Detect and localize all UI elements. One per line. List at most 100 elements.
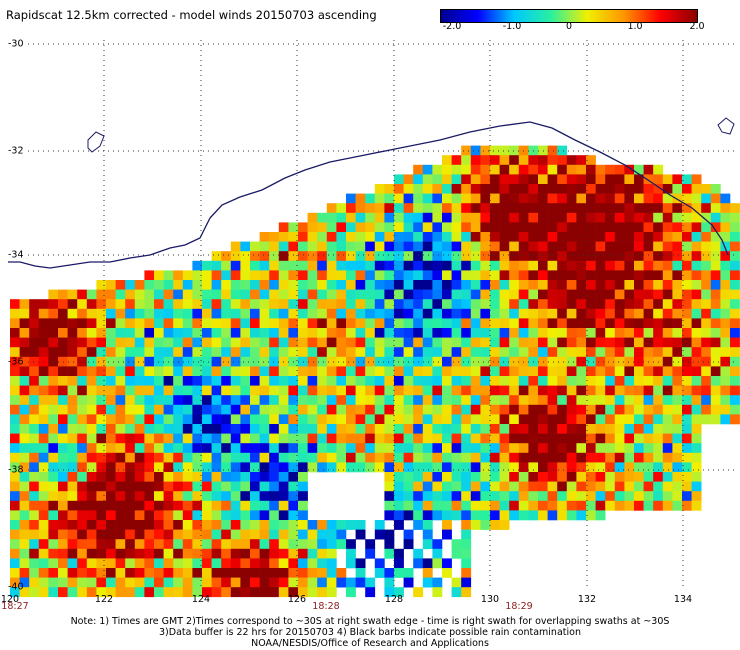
wind-cell [662,280,673,290]
wind-cell [461,510,472,521]
wind-cell [576,424,587,434]
wind-cell [720,328,731,338]
wind-cell [307,347,318,358]
wind-cell [326,443,337,454]
wind-cell [557,251,568,262]
wind-cell [259,414,270,425]
wind-cell [144,510,155,521]
wind-cell [278,424,289,434]
wind-cell [29,356,40,367]
wind-cell [125,587,136,598]
wind-cell [307,520,318,530]
wind-cell [96,337,107,348]
wind-cell [413,289,424,300]
wind-cell [557,404,568,415]
wind-cell [653,424,664,434]
wind-cell [605,337,616,348]
wind-cell [96,385,107,396]
wind-cell [566,395,577,406]
wind-cell [326,260,337,271]
wind-cell [499,241,510,252]
wind-cell [163,328,174,338]
wind-cell [77,491,88,502]
wind-cell [384,481,395,492]
wind-cell [470,203,481,214]
wind-cell [336,280,347,290]
wind-cell [691,280,702,290]
wind-cell [624,376,635,386]
wind-cell [384,251,395,262]
wind-cell [586,337,596,348]
wind-cell [10,568,20,578]
wind-cell [173,443,184,454]
wind-cell [624,395,635,406]
wind-cell [653,164,664,175]
wind-cell [461,174,472,185]
wind-cell [413,587,424,598]
wind-cell [317,587,328,598]
wind-cell [48,443,59,454]
wind-cell [691,500,702,511]
wind-cell [384,433,395,444]
wind-cell [326,347,337,358]
wind-cell [442,193,452,204]
wind-cell [317,395,328,406]
wind-cell [576,289,587,300]
wind-cell [29,520,40,530]
wind-cell [202,424,212,434]
wind-cell [528,376,539,386]
wind-cell [384,193,395,204]
wind-cell [691,328,702,338]
wind-cell [595,203,606,214]
wind-cell [134,520,145,530]
wind-cell [653,299,664,310]
wind-cell [298,520,308,530]
wind-cell [96,289,107,300]
wind-cell [528,155,539,166]
wind-cell [413,174,424,185]
wind-cell [317,539,328,550]
wind-cell [710,395,721,406]
wind-cell [547,337,558,348]
wind-cell [451,404,462,415]
wind-cell [547,366,558,377]
wind-cell [461,289,472,300]
wind-cell [298,395,308,406]
wind-cell [662,241,673,252]
wind-cell [211,260,222,271]
wind-cell [182,510,193,521]
wind-cell [710,212,721,223]
wind-cell [413,193,424,204]
wind-cell [326,568,337,578]
wind-cell [250,289,260,300]
wind-cell [154,328,164,338]
wind-cell [19,299,30,310]
wind-cell [691,376,702,386]
wind-cell [173,347,184,358]
wind-cell [662,491,673,502]
wind-cell [115,424,126,434]
wind-cell [96,481,107,492]
wind-cell [182,587,193,598]
wind-cell [394,241,404,252]
wind-cell [624,270,635,281]
wind-cell [730,404,740,415]
wind-cell [259,251,270,262]
wind-cell [586,443,596,454]
wind-cell [346,308,356,319]
wind-cell [528,452,539,463]
wind-cell [605,318,616,329]
wind-cell [557,472,568,482]
wind-cell [653,414,664,425]
wind-cell [586,193,596,204]
wind-cell [442,443,452,454]
wind-cell [566,472,577,482]
wind-cell [125,414,136,425]
wind-cell [480,241,491,252]
wind-cell [730,308,740,319]
wind-cell [614,443,625,454]
wind-cell [451,472,462,482]
wind-cell [307,308,318,319]
wind-cell [115,433,126,444]
wind-cell [298,289,308,300]
